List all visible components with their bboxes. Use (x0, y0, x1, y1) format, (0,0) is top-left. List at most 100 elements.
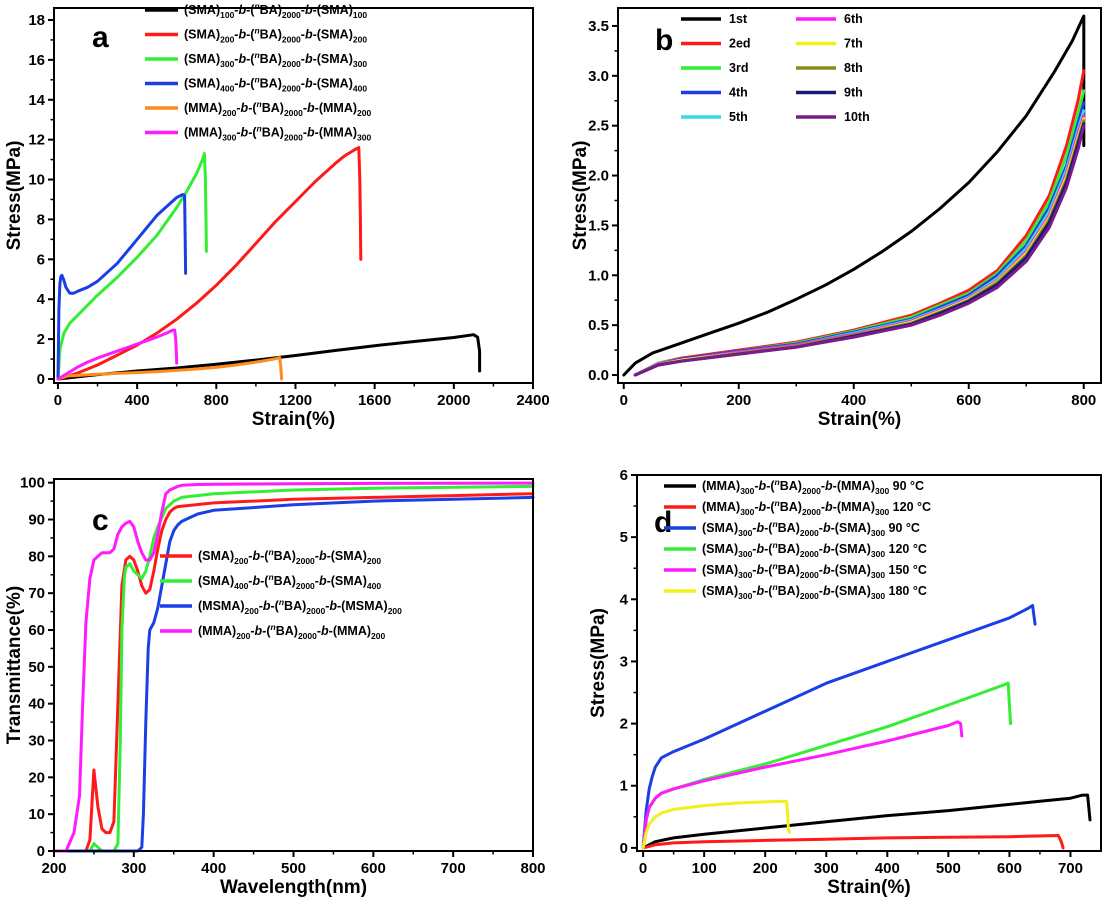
legend-label: 2ed (729, 37, 751, 51)
x-tick-label: 400 (875, 860, 900, 877)
x-axis-label: Wavelength(nm) (220, 877, 367, 898)
plot-frame (53, 478, 534, 852)
legend-label: (SMA)200​-b-(n​BA)2000​-b-(SMA)200​ (184, 26, 367, 45)
legend-label: 4th (729, 86, 748, 100)
series-line-d-6 (641, 799, 792, 850)
series-line-d-2 (641, 834, 1065, 850)
y-axis-label: Stress(MPa) (4, 141, 25, 251)
panel-letter: b (655, 24, 673, 57)
plot-frame (53, 7, 534, 384)
legend-label: (MMA)300​-b-(n​BA)2000​-b-(MMA)300​ 120 … (702, 498, 931, 517)
y-tick-label: 80 (28, 548, 45, 565)
y-tick-label: 3.0 (588, 68, 609, 85)
series-line-d-5 (641, 720, 964, 850)
x-tick-label: 200 (726, 392, 751, 409)
series-line-d-1 (641, 793, 1092, 850)
series-group (52, 481, 535, 853)
x-axis-label: Strain(%) (818, 409, 901, 430)
x-tick-label: 800 (204, 392, 229, 409)
y-tick-label: 12 (28, 132, 45, 149)
x-tick-label: 600 (956, 392, 981, 409)
x-tick-label: 600 (361, 860, 386, 877)
y-axis-label: Transmittance(%) (4, 586, 25, 744)
legend-label: (SMA)400​-b-(n​BA)2000​-b-(SMA)400​ (198, 572, 381, 591)
y-tick-label: 0 (37, 843, 45, 860)
y-tick-label: 0 (620, 840, 628, 857)
y-tick-label: 2.5 (588, 118, 609, 135)
legend: (SMA)100​-b-(n​BA)2000​-b-(SMA)100​ (SMA)… (145, 1, 371, 143)
y-tick-label: 3.5 (588, 18, 609, 35)
series-line-a-3 (56, 152, 208, 381)
x-tick-label: 600 (997, 860, 1022, 877)
legend-label: (MSMA)200​-b-(n​BA)2000​-b-(MSMA)200​ (198, 597, 402, 616)
series-line-b-10 (633, 124, 1086, 377)
x-tick-label: 800 (1071, 392, 1096, 409)
y-tick-label: 2 (620, 716, 628, 733)
y-axis-label: Stress(MPa) (588, 608, 609, 718)
x-tick-label: 1600 (358, 392, 391, 409)
series-line-b-1 (622, 14, 1086, 377)
y-tick-label: 70 (28, 585, 45, 602)
x-tick-label: 1200 (279, 392, 312, 409)
legend-label: 1st (729, 12, 748, 26)
panel-letter: d (654, 506, 672, 539)
y-tick-label: 1.0 (588, 267, 609, 284)
legend: (SMA)200​-b-(n​BA)2000​-b-(SMA)200​ (SMA)… (160, 547, 402, 641)
y-tick-label: 60 (28, 622, 45, 639)
y-tick-label: 1 (620, 778, 628, 795)
y-tick-label: 20 (28, 769, 45, 786)
y-tick-label: 8 (37, 211, 45, 228)
x-tick-label: 200 (41, 860, 66, 877)
y-tick-label: 10 (28, 806, 45, 823)
x-tick-label: 400 (841, 392, 866, 409)
x-tick-label: 500 (281, 860, 306, 877)
y-tick-label: 0 (37, 371, 45, 388)
legend-label: (SMA)300​-b-(n​BA)2000​-b-(SMA)300​ 90 °… (702, 519, 920, 538)
x-tick-label: 0 (620, 392, 628, 409)
plot-frame (636, 474, 1102, 852)
legend-label: 6th (844, 12, 863, 26)
legend-label: 5th (729, 110, 748, 124)
x-tick-label: 400 (201, 860, 226, 877)
y-tick-label: 16 (28, 52, 45, 69)
y-tick-label: 90 (28, 512, 45, 529)
legend-label: (SMA)400​-b-(n​BA)2000​-b-(SMA)400​ (184, 75, 367, 94)
x-axis-label: Strain(%) (827, 877, 910, 898)
y-tick-label: 3 (620, 653, 628, 670)
y-tick-label: 6 (620, 467, 628, 484)
legend-label: (SMA)300​-b-(n​BA)2000​-b-(SMA)300​ 150 … (702, 561, 927, 580)
x-tick-label: 0 (54, 392, 62, 409)
series-line-a-1 (56, 333, 482, 381)
legend-label: (MMA)300​-b-(n​BA)2000​-b-(MMA)300​ (184, 124, 371, 143)
legend-label: (SMA)300​-b-(n​BA)2000​-b-(SMA)300​ (184, 50, 367, 69)
legend-label: 9th (844, 86, 863, 100)
series-line-a-4 (56, 193, 188, 381)
y-tick-label: 10 (28, 172, 45, 189)
y-tick-label: 1.5 (588, 217, 609, 234)
y-tick-label: 0.5 (588, 317, 609, 334)
legend-label: 3rd (729, 61, 748, 75)
x-tick-label: 500 (936, 860, 961, 877)
y-tick-label: 18 (28, 12, 45, 29)
y-tick-label: 4 (37, 291, 46, 308)
series-line-a-5 (56, 356, 284, 381)
y-tick-label: 2.0 (588, 168, 609, 185)
y-tick-label: 100 (20, 475, 45, 492)
y-tick-label: 40 (28, 696, 45, 713)
series-line-a-2 (56, 146, 363, 381)
y-tick-label: 14 (28, 92, 45, 109)
legend-label: (MMA)200​-b-(n​BA)2000​-b-(MMA)200​ (184, 99, 371, 118)
x-tick-label: 800 (520, 860, 545, 877)
series-line-a-6 (56, 328, 179, 381)
panel-letter: c (92, 504, 109, 537)
series-group (622, 14, 1086, 377)
chart-panel-d: 0 100 200 300 400 500 600 700 0 1 2 3 4 5 6 Strain(%) St… (588, 467, 1102, 898)
x-tick-label: 700 (441, 860, 466, 877)
series-group (56, 146, 482, 381)
x-tick-label: 200 (753, 860, 778, 877)
legend: 1st 2ed 3rd 4th 5th 6th 7th 8th 9th 10th (681, 12, 870, 124)
series-line-d-3 (641, 604, 1037, 850)
y-tick-label: 0.0 (588, 367, 609, 384)
x-tick-label: 400 (125, 392, 150, 409)
